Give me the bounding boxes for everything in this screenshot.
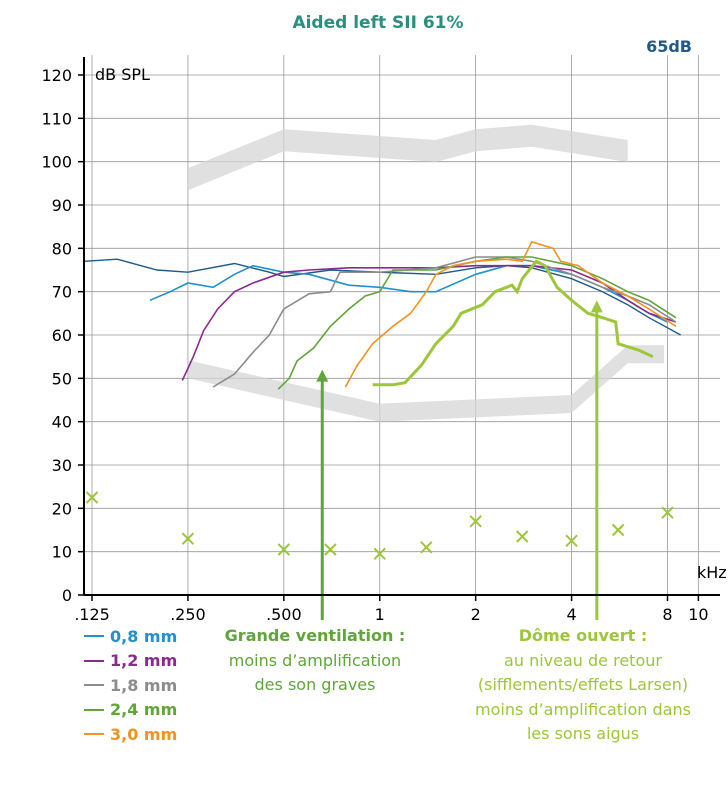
lower-limit-band xyxy=(187,345,664,422)
threshold-marker xyxy=(516,530,529,543)
threshold-marker xyxy=(324,543,337,556)
x-tick-label: 10 xyxy=(688,605,708,620)
legend-label: 3,0 mm xyxy=(110,724,178,744)
y-tick-label: 100 xyxy=(41,153,72,172)
response-curves xyxy=(83,240,682,390)
legend-label: 2,4 mm xyxy=(110,700,178,720)
legend-swatch xyxy=(84,684,104,687)
y-tick-label: 60 xyxy=(52,326,72,345)
annotation-open-dome-line: au niveau de retour xyxy=(504,650,662,670)
threshold-marker xyxy=(373,547,386,561)
range-bands xyxy=(187,124,664,422)
y-tick-label: 90 xyxy=(52,196,72,215)
threshold-marker xyxy=(277,543,291,556)
open-dome-curve xyxy=(372,259,654,387)
x-axis-label: kHz xyxy=(697,563,727,582)
x-tick-label: 8 xyxy=(662,605,672,620)
threshold-marker xyxy=(611,523,625,537)
threshold-marker xyxy=(85,491,99,504)
upper-limit-band xyxy=(187,124,628,191)
legend-item: 1,2 mm xyxy=(84,649,224,674)
y-tick-label: 120 xyxy=(41,66,72,85)
x-tick-label: 1 xyxy=(375,605,385,620)
reference-curve xyxy=(83,258,682,336)
legend-item: 2,4 mm xyxy=(84,698,224,723)
annotation-large-vent-line: moins d’amplification xyxy=(228,650,402,670)
annotation-arrows xyxy=(316,300,603,620)
annotation-open-dome-line: moins d’amplification dans xyxy=(475,699,691,719)
legend-label: 0,8 mm xyxy=(110,626,178,646)
legend-label: 1,2 mm xyxy=(110,651,178,671)
grid xyxy=(84,55,720,595)
threshold-marker xyxy=(420,541,433,554)
annotation-open-dome-title: Dôme ouvert : xyxy=(518,626,648,645)
y-tick-label: 10 xyxy=(52,543,72,562)
y-tick-label: 50 xyxy=(52,369,72,388)
y-tick-label: 0 xyxy=(62,586,72,605)
annotation-open-dome-line: les sons aigus xyxy=(526,724,640,743)
legend-swatch xyxy=(84,708,104,711)
legend: 0,8 mm 1,2 mm 1,8 mm 2,4 mm 3,0 mm xyxy=(84,624,224,747)
annotation-large-vent-title: Grande ventilation : xyxy=(224,626,406,645)
x-tick-label: ,250 xyxy=(170,605,206,620)
threshold-markers xyxy=(85,491,674,561)
legend-swatch xyxy=(84,635,104,638)
y-tick-label: 80 xyxy=(52,239,72,258)
annotation-open-dome-line: (sifflements/effets Larsen) xyxy=(477,675,689,694)
y-tick-label: 110 xyxy=(41,109,72,128)
legend-swatch xyxy=(84,733,104,736)
chart-title: Aided left SII 61% xyxy=(292,13,463,33)
axes: 0102030405060708090100110120,125,250,500… xyxy=(41,57,720,620)
x-tick-label: ,125 xyxy=(74,605,110,620)
y-axis-label: dB SPL xyxy=(95,65,150,84)
threshold-marker xyxy=(181,532,195,545)
threshold-marker xyxy=(661,506,674,519)
annotation-open-dome: Dôme ouvert : au niveau de retour (siffl… xyxy=(438,624,728,747)
legend-swatch xyxy=(84,659,104,662)
arrow-head xyxy=(590,300,603,313)
legend-label: 1,8 mm xyxy=(110,675,178,695)
x-tick-label: 4 xyxy=(566,605,576,620)
audiogram-chart: Aided left SII 61% 65dB 0 10 20 30 40 50 60 70 8… xyxy=(41,13,727,620)
x-tick-label: ,500 xyxy=(266,605,302,620)
level-label: 65dB xyxy=(646,37,692,56)
threshold-marker xyxy=(565,534,578,548)
y-tick-label: 70 xyxy=(52,283,72,302)
series-line xyxy=(277,256,677,390)
arrow-head xyxy=(316,369,329,382)
series-line xyxy=(344,240,677,388)
legend-item: 1,8 mm xyxy=(84,673,224,698)
y-tick-label: 40 xyxy=(52,413,72,432)
annotation-large-vent: Grande ventilation : moins d’amplificati… xyxy=(200,624,430,698)
y-tick-label: 20 xyxy=(52,499,72,518)
annotation-large-vent-line: des son graves xyxy=(254,675,376,694)
threshold-marker xyxy=(469,515,482,528)
x-tick-label: 2 xyxy=(471,605,481,620)
legend-item: 3,0 mm xyxy=(84,722,224,747)
y-tick-label: 30 xyxy=(52,456,72,475)
legend-item: 0,8 mm xyxy=(84,624,224,649)
